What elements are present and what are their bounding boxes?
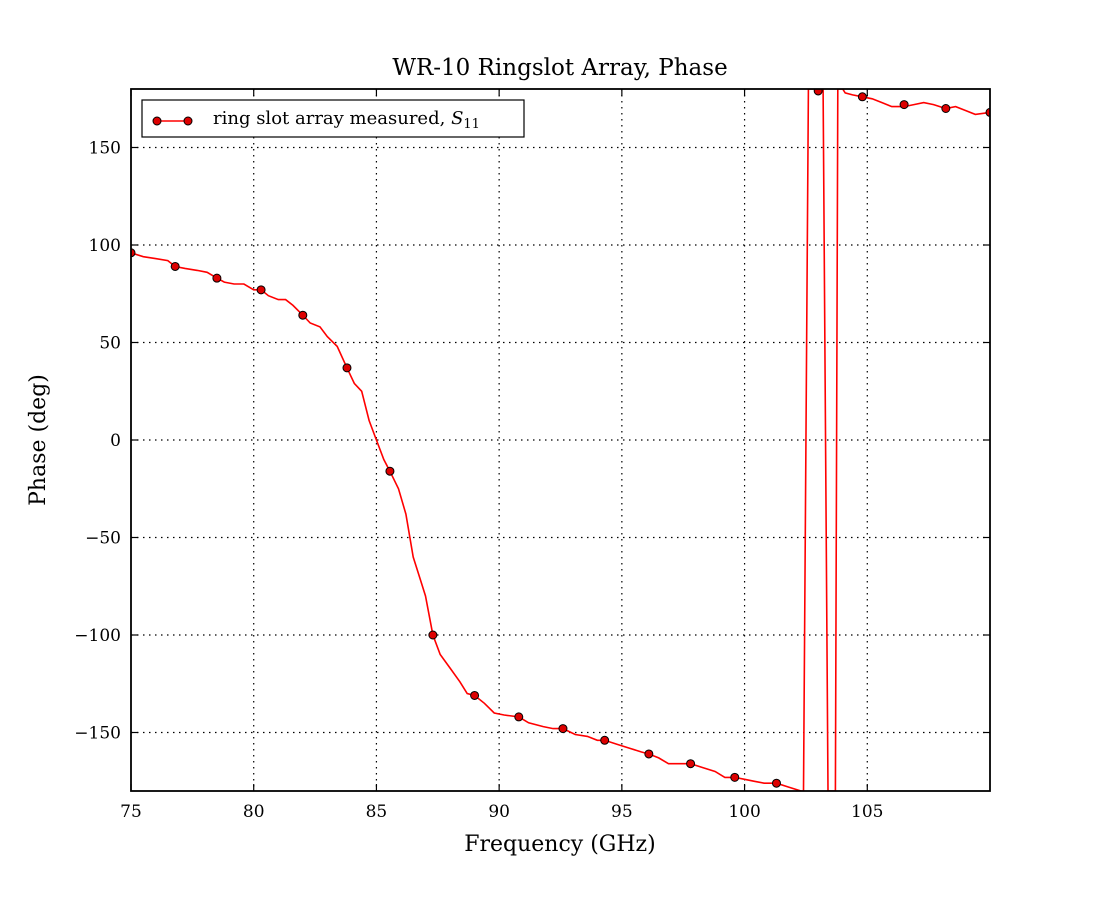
x-tick-label: 85 xyxy=(366,802,388,822)
series-marker xyxy=(256,285,266,295)
series-marker xyxy=(686,759,696,769)
series-marker xyxy=(558,724,568,734)
series-marker xyxy=(342,363,352,373)
y-tick-label: 100 xyxy=(89,236,121,256)
y-tick-label: 0 xyxy=(110,431,121,451)
series-marker xyxy=(941,104,951,113)
series-marker xyxy=(298,310,308,320)
x-tick-labels: 75 80 85 90 95 100 105 xyxy=(120,802,883,822)
series-marker xyxy=(771,778,781,788)
y-tick-label: −100 xyxy=(74,626,121,646)
x-axis-label: Frequency (GHz) xyxy=(464,832,656,857)
series-marker xyxy=(644,749,654,759)
series-marker xyxy=(470,690,480,700)
legend-box xyxy=(141,99,525,138)
plot-area xyxy=(131,89,990,791)
series-marker xyxy=(813,89,823,96)
series-marker xyxy=(428,630,438,640)
legend-marker xyxy=(152,116,162,126)
y-tick-label: 150 xyxy=(89,139,121,159)
x-tick-label: 100 xyxy=(728,802,760,822)
series-marker xyxy=(514,712,524,722)
x-tick-label: 80 xyxy=(243,802,265,822)
legend-label-s11: ring slot array measured, S11 xyxy=(213,108,480,132)
series-marker xyxy=(899,100,909,110)
x-tick-label: 75 xyxy=(120,802,142,822)
x-tick-label: 90 xyxy=(488,802,510,822)
chart-title: WR-10 Ringslot Array, Phase xyxy=(392,55,727,81)
plot-frame xyxy=(130,88,991,792)
series-marker xyxy=(131,248,136,258)
series-marker xyxy=(212,273,222,283)
y-axis-label: Phase (deg) xyxy=(26,374,51,506)
x-tick-label: 95 xyxy=(611,802,633,822)
series-markers xyxy=(131,89,990,788)
series-marker xyxy=(170,261,180,271)
legend-marker xyxy=(183,116,193,126)
series-line-s11 xyxy=(131,89,990,791)
series-marker xyxy=(600,735,610,745)
series-marker xyxy=(857,92,867,102)
x-tick-label: 105 xyxy=(851,802,883,822)
legend: ring slot array measured, S11 xyxy=(141,99,525,138)
series-marker xyxy=(730,772,740,782)
y-tick-label: 50 xyxy=(99,334,121,354)
axis-ticks xyxy=(130,89,990,791)
y-tick-label: −50 xyxy=(85,529,121,549)
y-tick-label: −150 xyxy=(74,724,121,744)
y-tick-labels: −150 −100 −50 0 50 100 150 xyxy=(74,139,121,744)
series-marker xyxy=(385,466,395,476)
series-marker xyxy=(985,107,990,117)
